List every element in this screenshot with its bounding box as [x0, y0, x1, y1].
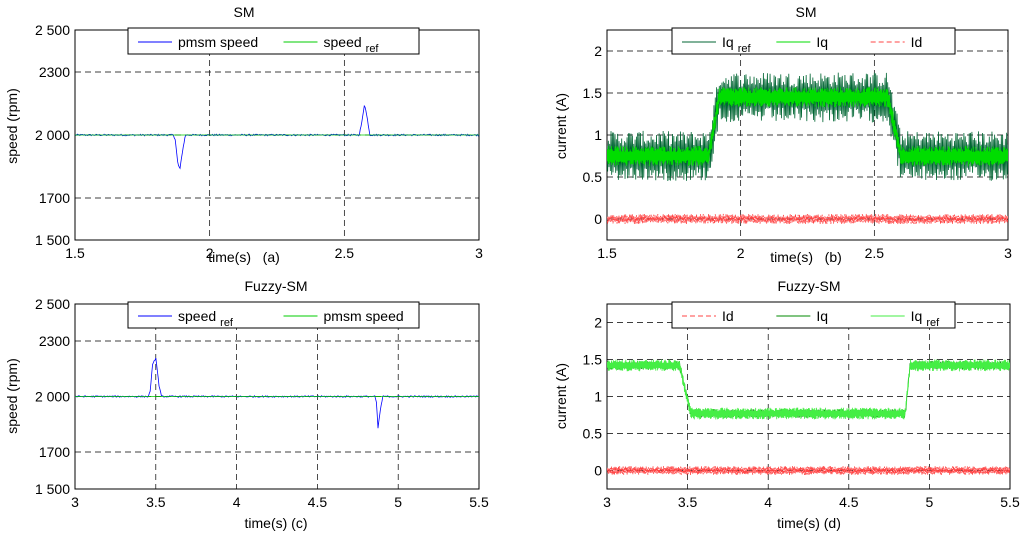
chart-title-d: Fuzzy-SM — [778, 278, 841, 294]
chart-panel-d: Fuzzy-SM time(s) (d) current (A) — [553, 278, 841, 531]
legend-box-c — [127, 301, 420, 329]
legend-box-b — [671, 27, 956, 55]
legend-box-a — [127, 27, 420, 55]
y-tick-label-b: 2 — [594, 43, 602, 59]
x-tick-label-d: 3.5 — [678, 494, 698, 510]
y-axis-label-b: current (A) — [553, 93, 569, 159]
y-tick-label-c: 2300 — [39, 333, 70, 349]
y-tick-label-c: 2 500 — [35, 296, 70, 312]
y-tick-label-c: 1 500 — [35, 481, 70, 497]
chart-title-c: Fuzzy-SM — [245, 278, 308, 294]
x-axis-label-a: time(s) (a) — [208, 249, 280, 265]
y-tick-label-d: 0 — [594, 463, 602, 479]
legend-label-d-0: Id — [722, 308, 734, 324]
x-tick-label-d: 4.5 — [839, 494, 859, 510]
legend-label-b-1: Iq — [816, 34, 828, 50]
series-line-d-2 — [607, 359, 1010, 420]
x-tick-label-d: 4 — [764, 494, 772, 510]
x-axis-label-d: time(s) (d) — [777, 515, 841, 531]
y-axis-label-a: speed (rpm) — [4, 88, 20, 163]
x-tick-label-c: 3 — [71, 494, 79, 510]
y-tick-label-a: 2 500 — [35, 22, 70, 38]
legend-label-a-0: pmsm speed — [178, 34, 258, 50]
x-tick-label-b: 3 — [1004, 245, 1012, 261]
series-line-d-0 — [607, 466, 1010, 475]
x-axis-label-b: time(s) (b) — [770, 249, 842, 265]
y-tick-label-a: 1700 — [39, 190, 70, 206]
x-tick-label-c: 4.5 — [308, 494, 328, 510]
chart-panel-b: SM time(s) (b) current (A) — [553, 4, 842, 265]
chart-panel-c: Fuzzy-SM time(s) (c) speed (rpm) — [4, 278, 308, 531]
y-tick-label-c: 1700 — [39, 444, 70, 460]
y-tick-label-d: 2 — [594, 315, 602, 331]
y-tick-label-d: 0.5 — [583, 426, 603, 442]
series-line-b-0 — [607, 72, 1008, 182]
x-tick-label-c: 5.5 — [469, 494, 489, 510]
y-tick-label-a: 2300 — [39, 64, 70, 80]
x-tick-label-b: 2.5 — [865, 245, 885, 261]
x-tick-label-c: 4 — [233, 494, 241, 510]
legend-label-c-1: pmsm speed — [324, 308, 404, 324]
y-tick-label-b: 0.5 — [583, 169, 603, 185]
y-axis-label-d: current (A) — [553, 363, 569, 429]
y-tick-label-d: 1.5 — [583, 352, 603, 368]
x-tick-label-a: 2 — [206, 245, 214, 261]
x-tick-label-a: 3 — [475, 245, 483, 261]
legend-subscript-d-2: ref — [926, 317, 940, 329]
y-tick-label-a: 1 500 — [35, 232, 70, 248]
legend-label-b-2: Id — [911, 34, 923, 50]
x-tick-label-d: 5 — [926, 494, 934, 510]
legend-subscript-a-1: ref — [366, 43, 380, 55]
y-tick-label-b: 1.5 — [583, 85, 603, 101]
x-tick-label-b: 2 — [737, 245, 745, 261]
series-line-b-2 — [607, 213, 1008, 225]
x-tick-label-d: 3 — [603, 494, 611, 510]
series-line-b-1 — [607, 87, 1008, 167]
x-tick-label-d: 5.5 — [1000, 494, 1020, 510]
chart-title-b: SM — [796, 4, 817, 20]
legend-subscript-c-0: ref — [220, 317, 234, 329]
legend-label-d-1: Iq — [816, 308, 828, 324]
chart-panel-a: SM time(s) (a) speed (rpm) — [4, 4, 280, 265]
y-tick-label-d: 1 — [594, 389, 602, 405]
x-tick-label-a: 1.5 — [65, 245, 85, 261]
y-tick-label-c: 2 000 — [35, 389, 70, 405]
x-tick-label-c: 5 — [394, 494, 402, 510]
x-tick-label-c: 3.5 — [146, 494, 166, 510]
x-axis-label-c: time(s) (c) — [245, 515, 308, 531]
legend-subscript-b-0: ref — [738, 43, 752, 55]
x-tick-label-a: 2.5 — [335, 245, 355, 261]
y-tick-label-a: 2 000 — [35, 127, 70, 143]
y-tick-label-b: 1 — [594, 127, 602, 143]
x-tick-label-b: 1.5 — [597, 245, 617, 261]
chart-title-a: SM — [234, 4, 255, 20]
legend-box-d — [671, 301, 956, 329]
y-axis-label-c: speed (rpm) — [4, 358, 20, 433]
plot-d: 3 3.5 4 4.5 5 5.500.511.52 Id Iq Iq ref — [583, 301, 1020, 510]
plot-a: 1.5 2 2.5 3 1 500 1700 2 000 2300 2 500 pmsm spee… — [35, 22, 483, 261]
y-tick-label-b: 0 — [594, 211, 602, 227]
